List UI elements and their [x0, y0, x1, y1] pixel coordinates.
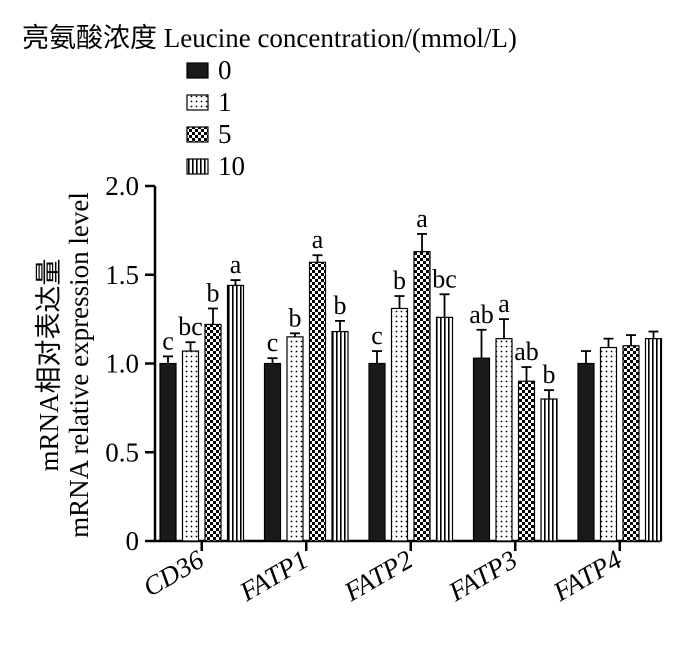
- bar: [331, 330, 349, 542]
- y-tick-label: 0: [126, 526, 140, 556]
- y-tick-label: 1.0: [105, 349, 139, 379]
- bar: [599, 346, 618, 542]
- bar: [286, 336, 304, 542]
- bar: [495, 338, 513, 542]
- significance-letter: b: [289, 303, 302, 332]
- x-tick-label: CD36: [138, 544, 209, 602]
- significance-letter: b: [393, 266, 406, 295]
- bar: [435, 316, 454, 542]
- significance-letter: bc: [178, 312, 203, 341]
- significance-letter: ab: [469, 300, 494, 329]
- bar: [181, 350, 200, 542]
- x-tick-label: FATP2: [338, 544, 418, 607]
- x-tick-label: FATP1: [234, 544, 314, 607]
- significance-letter: a: [230, 250, 242, 279]
- significance-letter: a: [312, 225, 324, 254]
- x-tick-label: FATP3: [443, 544, 523, 607]
- bar: [644, 338, 663, 542]
- y-tick-label: 2.0: [105, 171, 139, 201]
- significance-letter: b: [543, 360, 556, 389]
- x-tick-label: FATP4: [547, 544, 627, 607]
- significance-letter: c: [162, 326, 174, 355]
- bar: [226, 284, 245, 542]
- y-axis-label-zh: mRNA相对表达量: [34, 258, 64, 471]
- significance-letter: c: [371, 321, 383, 350]
- bar: [577, 362, 595, 542]
- bar: [472, 357, 491, 542]
- bar: [159, 362, 177, 542]
- bar: [368, 362, 386, 542]
- bar: [413, 251, 431, 542]
- y-tick-label: 1.5: [105, 260, 139, 290]
- legend-swatch: [186, 62, 209, 79]
- legend-title: 亮氨酸浓度 Leucine concentration/(mmol/L): [22, 23, 517, 53]
- significance-letter: b: [207, 278, 220, 307]
- legend-label: 1: [218, 87, 232, 117]
- significance-letter: bc: [432, 264, 457, 293]
- legend-label: 0: [218, 55, 232, 85]
- significance-letter: b: [334, 291, 347, 320]
- y-axis-label-en: mRNA relative expression level: [64, 192, 94, 538]
- significance-letter: ab: [514, 337, 539, 366]
- significance-letter: a: [416, 204, 428, 233]
- legend-swatch: [186, 94, 209, 111]
- legend-label: 5: [218, 119, 232, 149]
- bar: [622, 345, 640, 542]
- legend-label: 10: [218, 151, 245, 181]
- x-ticks: CD36 FATP1 FATP2 FATP3 FATP4: [138, 541, 627, 607]
- y-ticks: 0 0.5 1.0 1.5 2.0: [105, 171, 155, 556]
- bar: [390, 307, 409, 542]
- bar: [204, 323, 222, 542]
- bar: [540, 398, 558, 542]
- y-tick-label: 0.5: [105, 437, 139, 467]
- significance-letter: a: [498, 289, 510, 318]
- bar: [517, 380, 536, 542]
- significance-letter: c: [267, 328, 279, 357]
- bar: [308, 261, 327, 542]
- legend-swatch: [186, 126, 209, 143]
- legend-swatch: [186, 158, 209, 175]
- bar: [263, 362, 282, 542]
